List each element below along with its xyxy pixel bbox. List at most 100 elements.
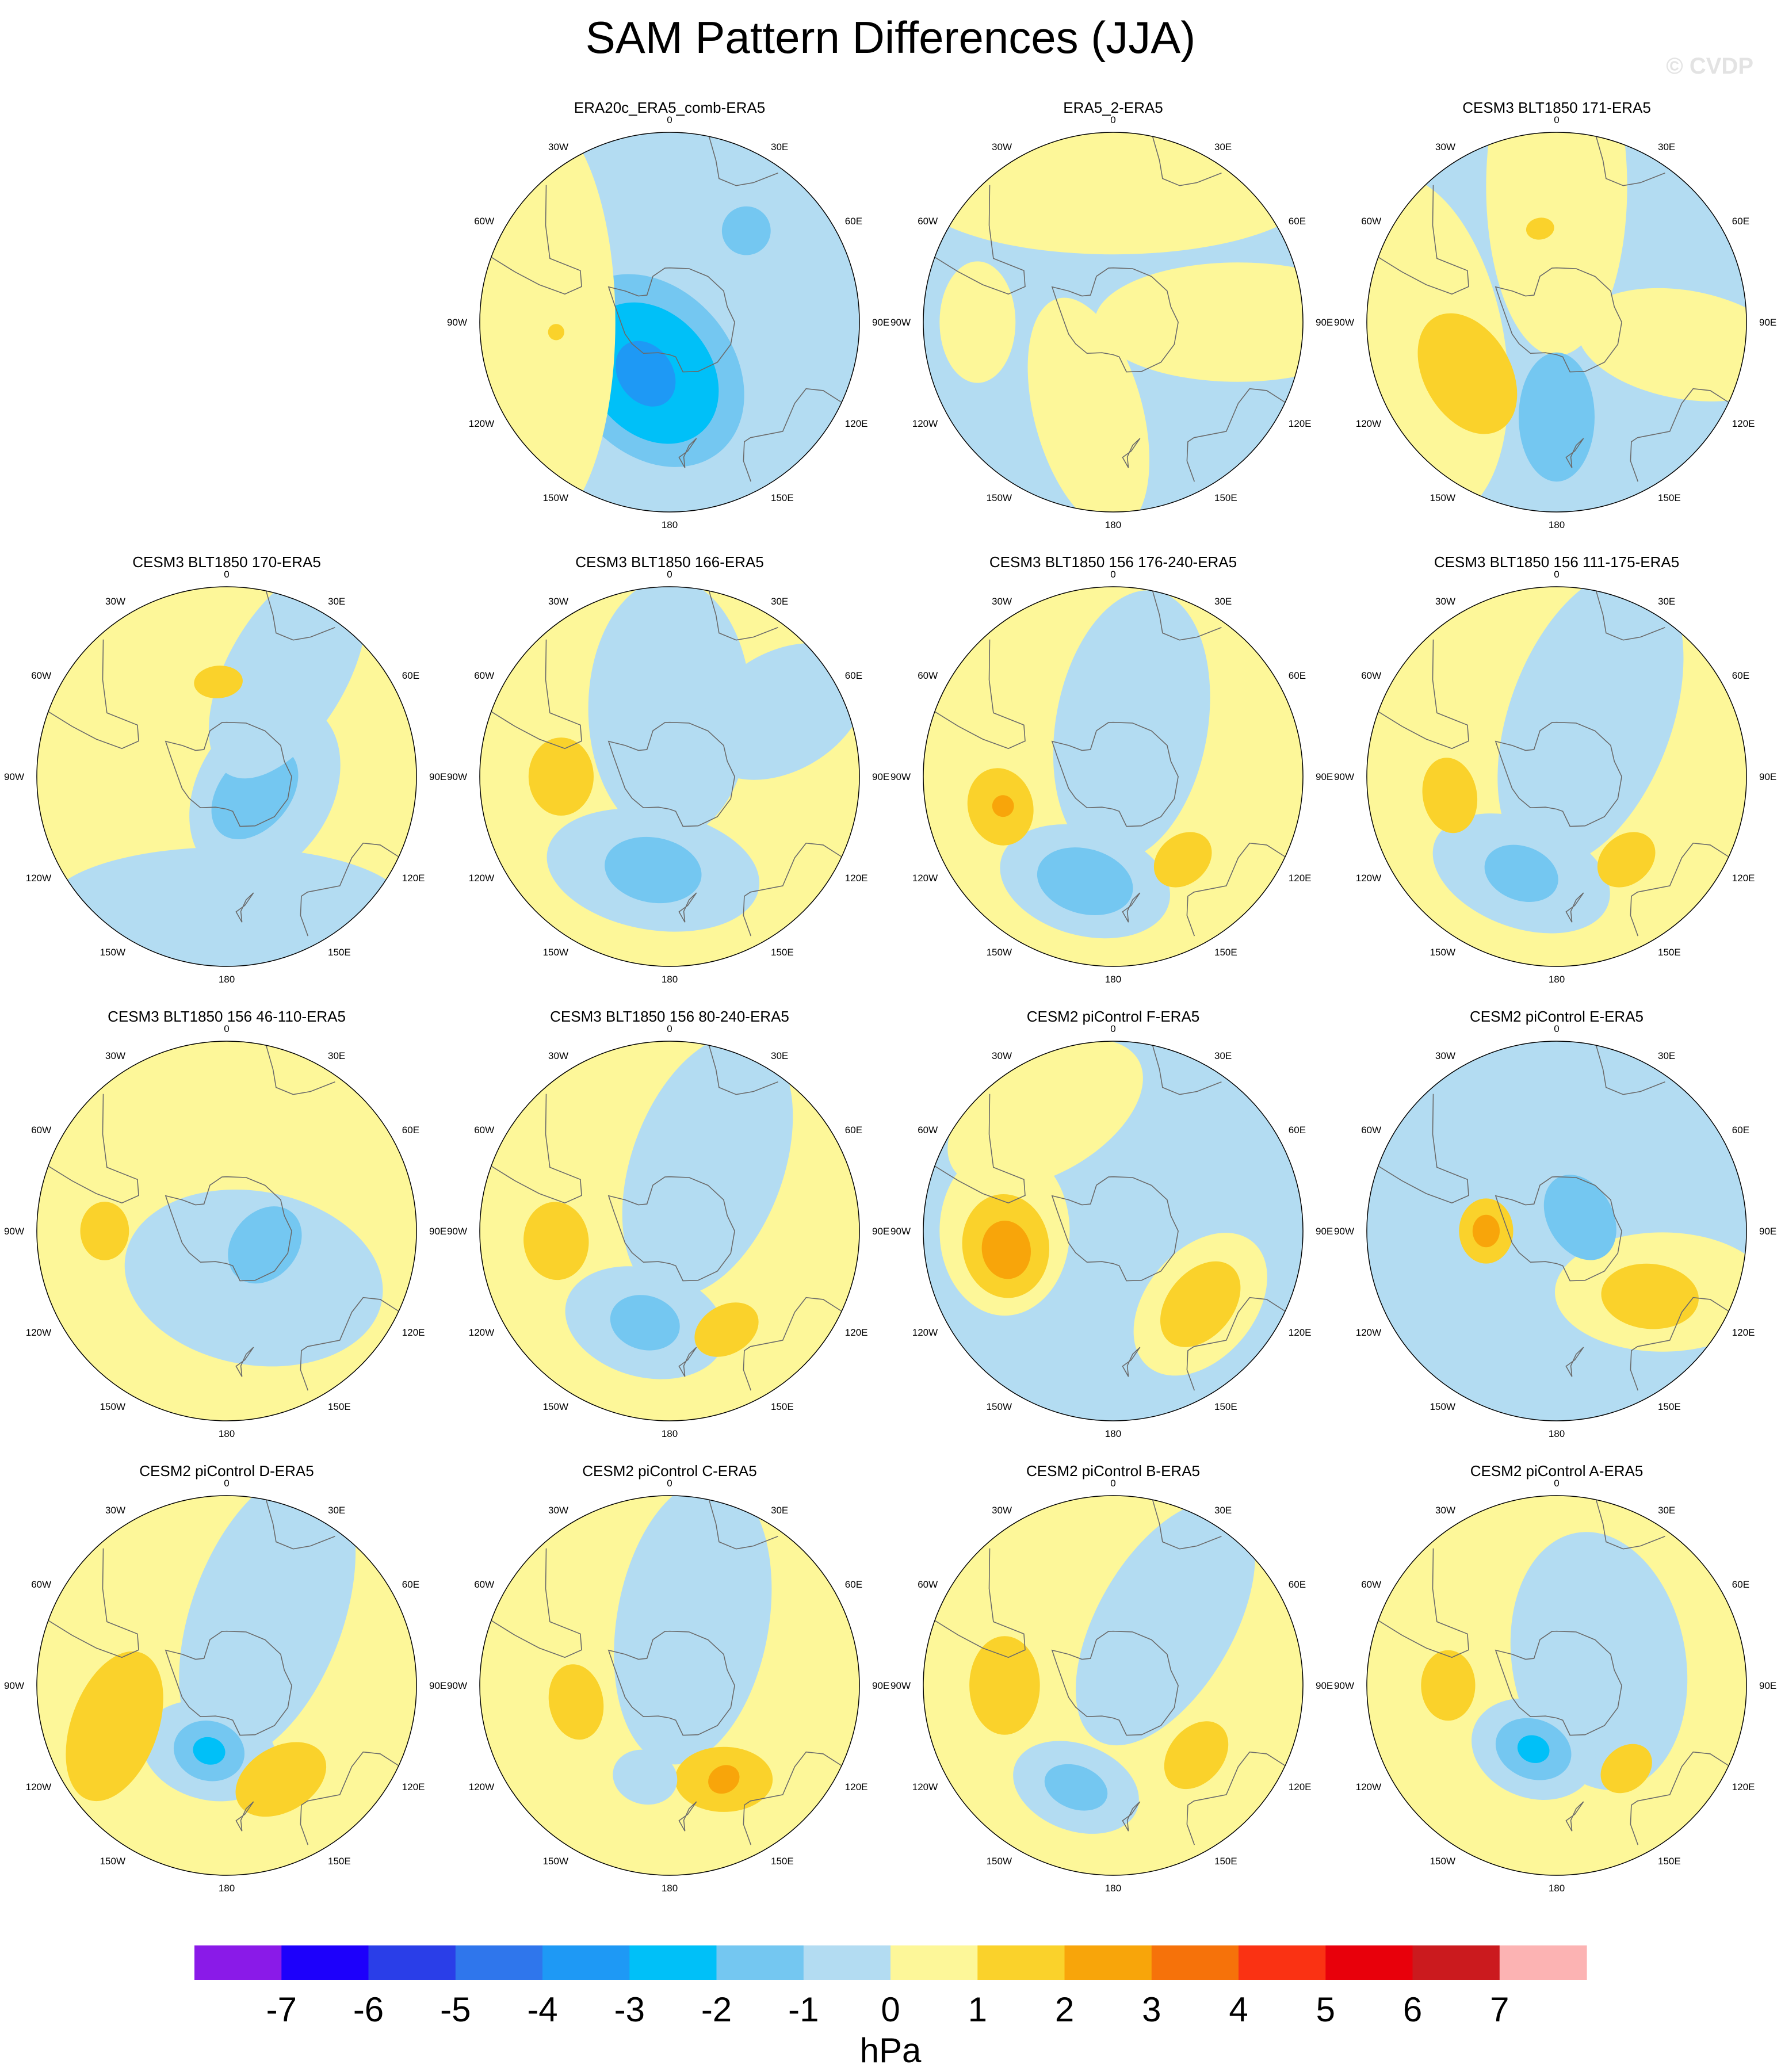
colorbar-swatch	[803, 1945, 891, 1980]
longitude-label: 30W	[1435, 1505, 1455, 1516]
longitude-label: 120E	[845, 873, 868, 884]
contour-region	[228, 1206, 302, 1284]
panel-title: CESM2 piControl E-ERA5	[1470, 1008, 1644, 1025]
longitude-label: 30E	[1658, 1050, 1675, 1061]
longitude-label: 30E	[1658, 596, 1675, 607]
contour-region	[616, 341, 676, 407]
map-field	[1367, 1496, 1746, 1875]
contour-region	[47, 847, 406, 966]
coastline	[1595, 590, 1665, 641]
longitude-label: 120W	[1356, 1327, 1381, 1338]
coastline	[1495, 1176, 1622, 1282]
coastline	[743, 388, 842, 482]
panel-title: CESM2 piControl C-ERA5	[582, 1462, 756, 1480]
longitude-label: 120W	[1356, 1782, 1381, 1792]
longitude-label: 60E	[845, 1579, 862, 1590]
longitude-label: 0	[1554, 1023, 1559, 1034]
panel-title: CESM3 BLT1850 156 46-110-ERA5	[108, 1008, 346, 1025]
coastline	[708, 136, 778, 186]
longitude-label: 90W	[4, 771, 24, 782]
longitude-label: 150E	[1658, 492, 1681, 503]
contour-region	[721, 206, 771, 255]
contour-region	[1577, 288, 1746, 402]
contour-region	[1160, 1261, 1241, 1347]
longitude-label: 90W	[890, 771, 911, 782]
coastline	[48, 1548, 139, 1658]
coastline	[1378, 185, 1469, 295]
colorbar-tick-label: -6	[353, 1990, 384, 2029]
longitude-label: 60E	[402, 670, 419, 681]
colorbar-tick-label: -3	[614, 1990, 645, 2029]
longitude-label: 30E	[1214, 142, 1232, 152]
contour-region	[923, 132, 1303, 255]
colorbar-tick-label: 2	[1055, 1990, 1074, 2029]
longitude-label: 120W	[1356, 873, 1381, 884]
longitude-label: 60W	[1361, 670, 1381, 681]
contour-region	[1153, 832, 1212, 888]
longitude-label: 60E	[1732, 216, 1749, 227]
coastline	[1595, 1045, 1665, 1095]
longitude-label: 150W	[1430, 1856, 1455, 1867]
longitude-label: 150W	[100, 1401, 125, 1412]
longitude-label: 120E	[402, 1327, 425, 1338]
longitude-label: 150E	[771, 1856, 794, 1867]
longitude-label: 150E	[328, 947, 351, 958]
contour-region	[1543, 1175, 1616, 1260]
longitude-label: 150W	[1430, 492, 1455, 503]
contour-region	[528, 737, 594, 816]
longitude-label: 60W	[918, 216, 938, 227]
longitude-label: 150W	[1430, 1401, 1455, 1412]
longitude-label: 90E	[1759, 771, 1776, 782]
colorbar-units: hPa	[860, 2031, 922, 2070]
longitude-label: 30W	[548, 1505, 568, 1516]
longitude-label: 30W	[548, 142, 568, 152]
longitude-label: 30E	[328, 1050, 345, 1061]
longitude-label: 180	[219, 1883, 235, 1894]
contour-region	[194, 666, 243, 699]
longitude-label: 90E	[429, 1226, 446, 1237]
coastline	[1152, 1045, 1222, 1095]
contour-region	[981, 1221, 1031, 1279]
coastline	[1630, 1297, 1729, 1391]
longitude-label: 150E	[1214, 492, 1237, 503]
longitude-label: 150E	[771, 492, 794, 503]
longitude-label: 180	[662, 1883, 678, 1894]
longitude-label: 60E	[845, 670, 862, 681]
map-border	[923, 586, 1304, 967]
longitude-label: 30E	[328, 1505, 345, 1516]
longitude-label: 120E	[1289, 418, 1312, 429]
contour-region	[622, 1041, 793, 1297]
coastline	[1495, 721, 1622, 827]
panel-title: ERA5_2-ERA5	[1063, 99, 1163, 116]
longitude-label: 180	[219, 974, 235, 985]
panel-title: CESM3 BLT1850 156 80-240-ERA5	[550, 1008, 789, 1025]
contour-region	[1053, 590, 1210, 861]
longitude-label: 120E	[1732, 1782, 1755, 1792]
longitude-label: 90W	[1334, 1226, 1354, 1237]
coastline	[491, 185, 582, 295]
longitude-label: 60W	[474, 216, 494, 227]
longitude-label: 30E	[771, 596, 788, 607]
longitude-label: 30E	[1658, 1505, 1675, 1516]
longitude-label: 120E	[845, 1327, 868, 1338]
longitude-label: 120W	[912, 1327, 938, 1338]
longitude-label: 30W	[1435, 596, 1455, 607]
longitude-label: 120E	[1732, 873, 1755, 884]
longitude-label: 0	[1110, 1478, 1115, 1489]
longitude-label: 60W	[918, 1579, 938, 1590]
contour-region	[548, 324, 564, 341]
longitude-label: 150E	[1214, 1401, 1237, 1412]
longitude-label: 60W	[918, 1125, 938, 1136]
longitude-label: 90W	[890, 317, 911, 328]
contour-region	[1422, 758, 1478, 834]
colorbar-tick-label: -2	[701, 1990, 732, 2029]
coastline	[165, 1630, 292, 1736]
panel-title: CESM3 BLT1850 170-ERA5	[132, 553, 321, 571]
contour-region	[1526, 217, 1554, 240]
map-field	[923, 587, 1303, 966]
longitude-label: 30E	[1214, 1505, 1232, 1516]
colorbar-tick-label: -1	[788, 1990, 819, 2029]
